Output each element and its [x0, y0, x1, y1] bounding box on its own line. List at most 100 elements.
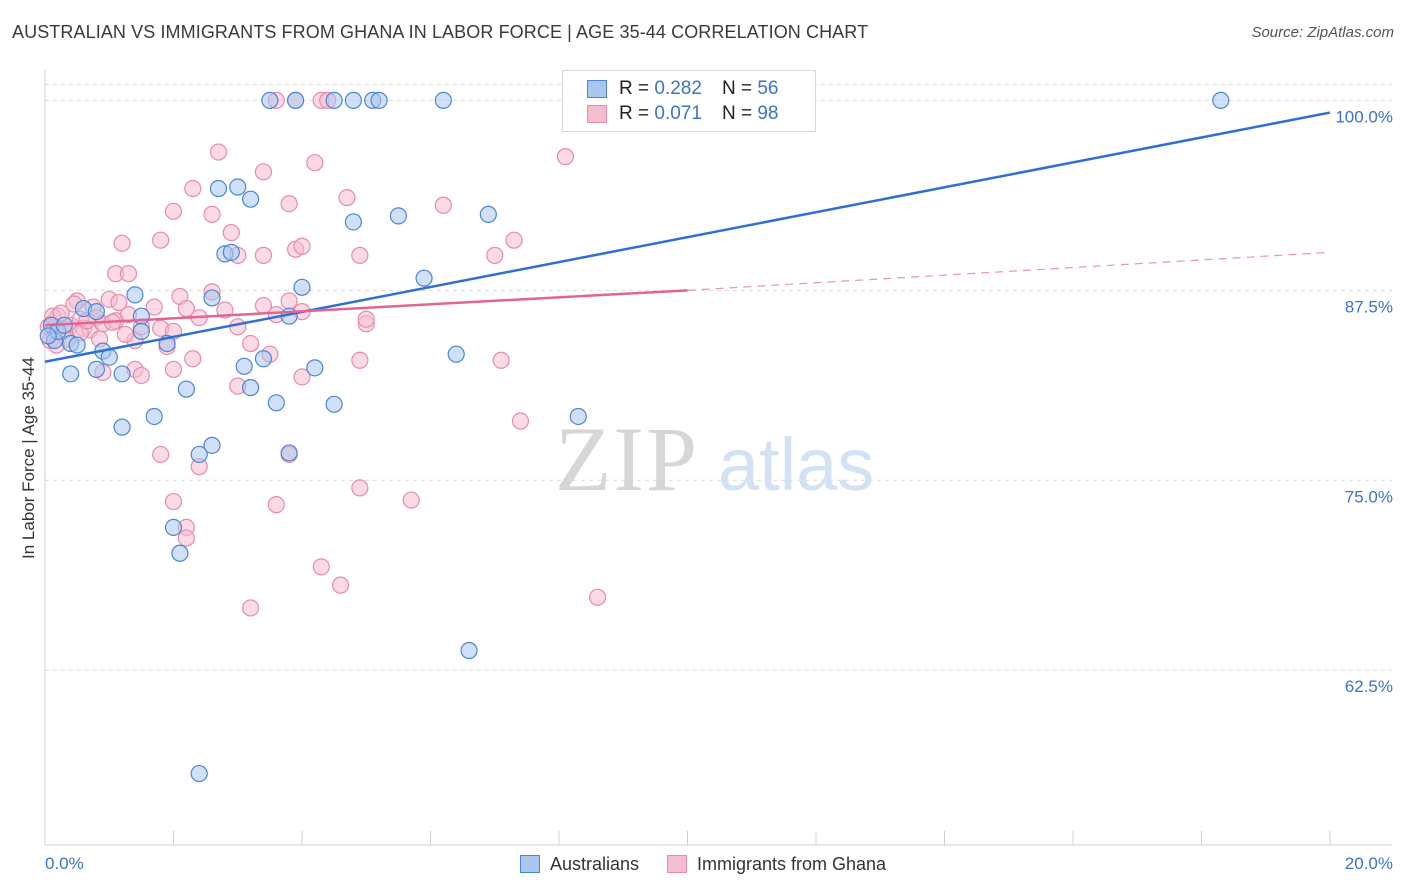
ghana-point	[254, 163, 273, 181]
ghana-point	[511, 412, 530, 430]
australian-point	[87, 360, 106, 378]
legend-item-ghana[interactable]: Immigrants from Ghana	[666, 853, 887, 875]
australian-point	[460, 641, 478, 660]
legend-label: Immigrants from Ghana	[696, 853, 887, 874]
ghana-point	[222, 223, 240, 242]
ghana-point	[110, 293, 128, 312]
australian-point	[286, 91, 305, 109]
ghana-point	[492, 351, 510, 369]
legend-row-australians: R = 0.282 N = 56	[587, 77, 778, 101]
australian-point	[177, 380, 195, 398]
legend-label: Australians	[549, 853, 639, 874]
ghana-point	[164, 202, 183, 220]
ghana-point	[132, 366, 150, 385]
australian-point	[254, 350, 273, 368]
ghana-point	[116, 325, 134, 344]
legend-r-label: R =	[619, 78, 650, 99]
ghana-point	[306, 154, 324, 172]
australian-point	[1212, 91, 1230, 109]
ghana-point	[242, 599, 260, 617]
chart-title: AUSTRALIAN VS IMMIGRANTS FROM GHANA IN L…	[12, 22, 869, 42]
ghana-point	[113, 234, 131, 252]
ghana-point	[351, 351, 369, 369]
ghana-point	[152, 445, 170, 464]
axes	[44, 70, 1392, 846]
ghana-point	[505, 231, 523, 249]
legend-item-australians[interactable]: Australians	[519, 853, 639, 875]
ghana-point	[293, 237, 311, 255]
australian-point	[171, 544, 189, 562]
legend-n-value: 98	[757, 103, 779, 124]
australian-point	[479, 205, 497, 223]
x-tick-label: 0.0%	[45, 854, 84, 873]
ghana-point	[402, 491, 420, 509]
legend-r-value: 0.071	[654, 103, 702, 124]
australian-point	[235, 357, 253, 375]
australian-point	[62, 365, 80, 383]
australian-point	[389, 207, 407, 225]
ghana-point	[312, 558, 330, 576]
pink-swatch-icon	[666, 855, 687, 873]
ghana-point	[280, 292, 298, 310]
ghana-point	[293, 368, 311, 386]
legend-r-value: 0.282	[654, 78, 702, 99]
ghana-point	[351, 246, 369, 264]
legend-n-label: N =	[721, 103, 753, 124]
correlation-legend: R = 0.282 N = 56 R = 0.071 N = 98	[562, 70, 816, 132]
australian-point	[261, 91, 279, 109]
grid-lines	[45, 83, 1392, 671]
x-tick-label: 20.0%	[1345, 854, 1393, 873]
ghana-point	[486, 246, 504, 264]
ghana-point	[229, 318, 247, 336]
australian-point	[113, 365, 131, 383]
ghana-point	[357, 310, 375, 328]
australian-point	[190, 445, 208, 464]
source-credit: Source: ZipAtlas.com	[1251, 24, 1394, 41]
ghana-point	[145, 298, 163, 316]
australian-point	[434, 91, 452, 109]
australian-point	[306, 359, 324, 377]
ghana-point	[164, 360, 183, 378]
australian-point	[87, 303, 106, 321]
australian-point	[132, 322, 150, 340]
australian-point	[267, 394, 285, 412]
australian-point	[39, 327, 57, 345]
y-tick-label: 100.0%	[1335, 107, 1393, 126]
ghana-point	[242, 334, 260, 353]
australian-point	[569, 407, 587, 426]
trend-lines	[44, 111, 1331, 363]
australian-point	[370, 91, 388, 109]
ghana-point	[331, 576, 350, 594]
australian-point	[190, 764, 208, 783]
legend-n-label: N =	[721, 78, 753, 99]
australian-point	[203, 436, 221, 454]
australian-point	[113, 418, 131, 436]
australian-point	[145, 407, 163, 426]
ghana-point	[351, 479, 369, 497]
australian-point	[222, 243, 240, 261]
legend-r-label: R =	[619, 103, 650, 124]
ghana-point	[184, 179, 202, 198]
legend-n-value: 56	[757, 78, 779, 99]
ghana-point	[254, 246, 273, 264]
watermark-atlas: atlas	[718, 423, 874, 506]
ghana-point	[267, 496, 285, 514]
watermark: ZIP atlas	[555, 408, 874, 510]
australian-point	[68, 336, 86, 354]
australian-point	[242, 378, 260, 397]
australians-trend-line	[44, 111, 1331, 363]
australian-point	[229, 178, 247, 196]
ghana-point	[556, 148, 575, 166]
ghana-points	[39, 91, 607, 617]
ghana-point	[203, 205, 221, 223]
australian-point	[344, 91, 362, 109]
series-legend: Australians Immigrants from Ghana	[0, 852, 1406, 876]
pink-swatch-icon	[587, 105, 607, 123]
australian-point	[325, 395, 343, 413]
australian-point	[242, 190, 260, 208]
ghana-point	[280, 195, 298, 213]
australian-point	[293, 278, 311, 296]
ghana-point	[152, 231, 170, 249]
australian-point	[126, 286, 144, 304]
